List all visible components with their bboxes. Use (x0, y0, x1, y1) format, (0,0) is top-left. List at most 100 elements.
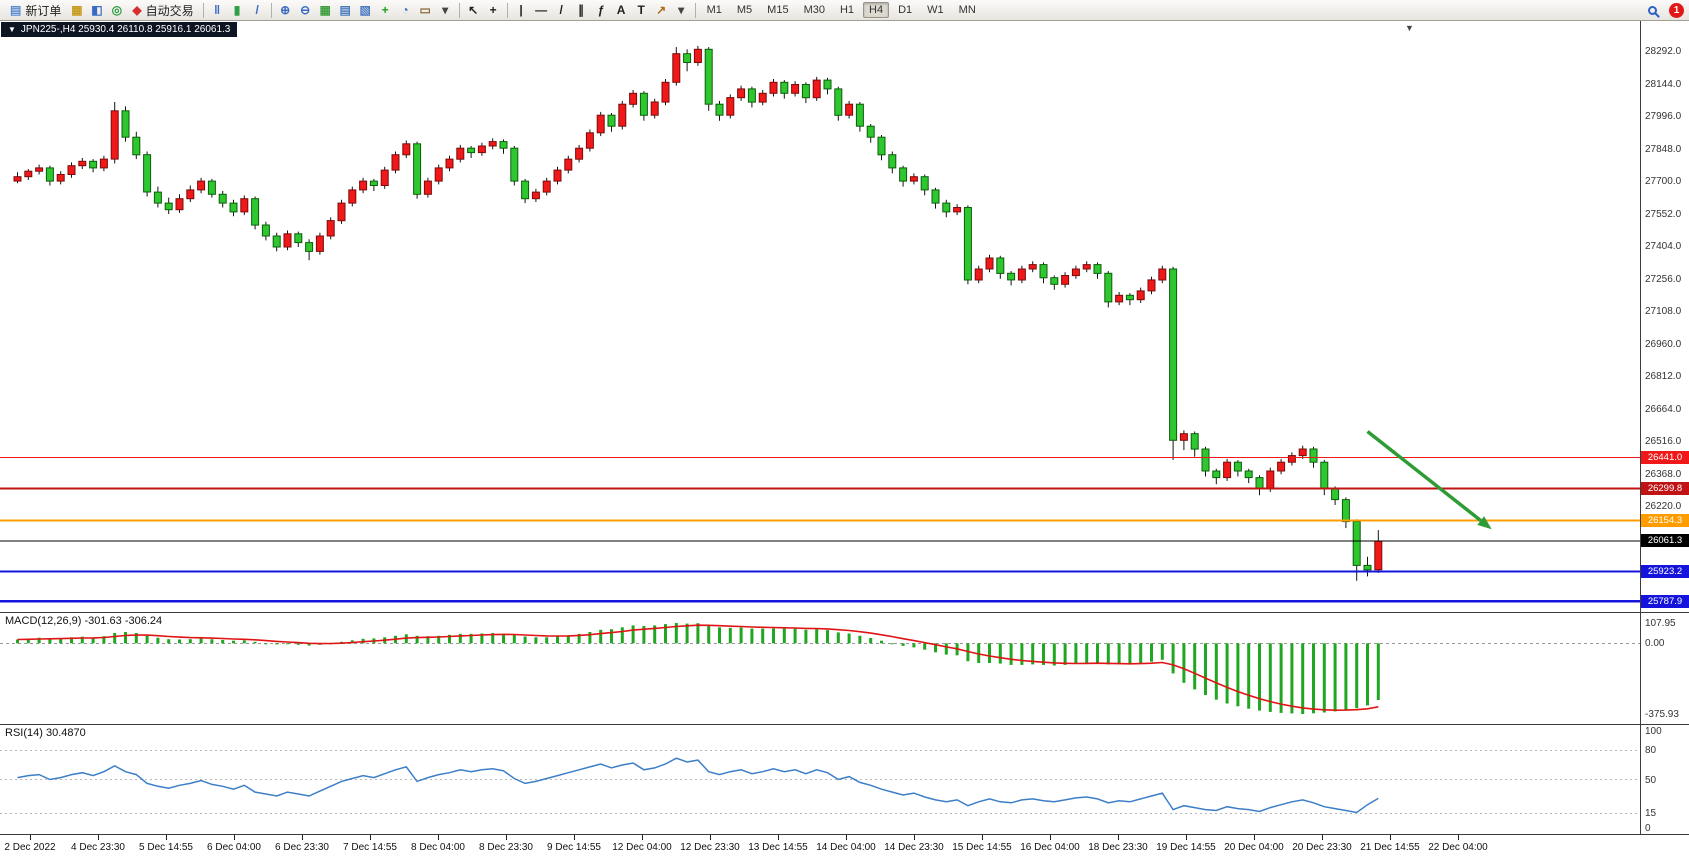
market-watch-icon[interactable]: ◧ (91, 3, 103, 17)
time-label: 9 Dec 14:55 (547, 842, 601, 853)
arrange-windows-icon[interactable]: ▤ (339, 3, 351, 17)
label-icon[interactable]: T (637, 3, 645, 17)
timeframe-m1[interactable]: M1 (706, 4, 722, 16)
horizontal-line-icon[interactable]: — (535, 3, 548, 17)
notifications-badge[interactable]: 1 (1669, 2, 1684, 18)
timeframe-h4[interactable]: H4 (863, 2, 890, 18)
timeframe-m30[interactable]: M30 (803, 4, 825, 16)
navigator-icon[interactable]: ◎ (111, 3, 123, 17)
auto-trading-button[interactable]: ◆ 自动交易 (127, 1, 198, 20)
cursor-icon[interactable]: ↖ (468, 3, 479, 17)
tile-windows-icon[interactable]: ▦ (319, 3, 331, 17)
timeframe-mn[interactable]: MN (958, 4, 976, 16)
chart-menu-icon[interactable]: ▼ (8, 25, 16, 34)
time-tick (778, 835, 779, 840)
time-tick (1186, 835, 1187, 840)
time-label: 12 Dec 04:00 (612, 842, 672, 853)
chart-shift-marker[interactable]: ▼ (1405, 23, 1414, 33)
price-chart-svg (0, 46, 1640, 603)
chart-line-icon[interactable]: / (255, 3, 259, 17)
timeframe-d1[interactable]: D1 (898, 4, 913, 16)
price-tick-label: 27700.0 (1645, 176, 1682, 187)
crosshair-icon[interactable]: + (489, 3, 497, 17)
timeframe-m15[interactable]: M15 (767, 4, 789, 16)
channel-icon[interactable]: ∥ (578, 3, 585, 17)
macd-svg (0, 623, 1640, 714)
macd-panel[interactable]: MACD(12,26,9) -301.63 -306.24 (0, 613, 1640, 724)
zoom-out-icon[interactable]: ⊖ (300, 3, 311, 17)
fibonacci-icon[interactable]: ƒ (597, 3, 605, 17)
time-tick (1118, 835, 1119, 840)
time-axis[interactable]: 2 Dec 2022 4 Dec 23:30 5 Dec 14:55 6 Dec 04… (0, 835, 1689, 859)
vertical-line-icon[interactable]: | (519, 3, 523, 17)
zoom-in-icon[interactable]: ⊕ (280, 3, 291, 17)
macd-scale[interactable]: 107.95 0.00 -375.93 (1640, 613, 1689, 724)
cascade-windows-icon[interactable]: ▧ (359, 3, 371, 17)
price-tick-label: 28144.0 (1645, 79, 1682, 90)
toolbar: ▤ 新订单 ▦ ◧ ◎ ◆ 自动交易 ‖ ▮ / ⊕ ⊖ ▦ ▤ ▧ + ◔ ▭ ▾ ↖ + | — / ∥ ƒ A T ↗ ▾ M1 M5 M… (0, 0, 1689, 21)
dropdown-icon[interactable]: ▾ (678, 3, 685, 17)
search-icon[interactable] (1643, 1, 1662, 20)
new-order-icon: ▤ (10, 3, 22, 17)
time-label: 6 Dec 23:30 (275, 842, 329, 853)
new-order-button[interactable]: ▤ 新订单 (5, 1, 66, 20)
time-label: 14 Dec 04:00 (816, 842, 876, 853)
price-tick-label: 26960.0 (1645, 339, 1682, 350)
rsi-scale[interactable]: 100 80 50 15 0 (1640, 725, 1689, 834)
timeframe-h1[interactable]: H1 (839, 4, 855, 16)
templates-icon[interactable]: ▭ (419, 3, 431, 17)
indicators-icon[interactable]: + (381, 3, 389, 17)
time-label: 20 Dec 04:00 (1224, 842, 1284, 853)
chart-bars-icon[interactable]: ‖ (214, 3, 221, 17)
price-tick-label: 26368.0 (1645, 469, 1682, 480)
macd-tick-label: -375.93 (1645, 709, 1679, 720)
time-tick (234, 835, 235, 840)
rsi-tick-label: 100 (1645, 726, 1662, 737)
timeframe-w1[interactable]: W1 (927, 4, 944, 16)
price-scale[interactable]: 28292.0 28144.0 27996.0 27848.0 27700.0 27552… (1640, 21, 1689, 612)
price-tick-label: 27848.0 (1645, 144, 1682, 155)
period-icon[interactable]: ◔ (401, 3, 409, 17)
time-label: 18 Dec 23:30 (1088, 842, 1148, 853)
macd-row: MACD(12,26,9) -301.63 -306.24 107.95 0.00… (0, 613, 1689, 724)
main-chart-row: ▼ JPN225-,H4 25930.4 26110.8 25916.1 260… (0, 21, 1689, 612)
toolbar-separator (694, 2, 696, 18)
toolbar-separator (458, 2, 460, 18)
price-tick-label: 27108.0 (1645, 306, 1682, 317)
price-tick-label: 26812.0 (1645, 371, 1682, 382)
price-level-label: 26441.0 (1641, 451, 1689, 464)
panel-splitter[interactable] (0, 834, 1689, 835)
text-icon[interactable]: A (616, 3, 626, 17)
price-tick-label: 27404.0 (1645, 241, 1682, 252)
arrows-tool-icon[interactable]: ↗ (656, 3, 667, 17)
time-tick (506, 835, 507, 840)
macd-tick-label: 107.95 (1645, 618, 1676, 629)
time-tick (370, 835, 371, 840)
time-tick (1322, 835, 1323, 840)
rsi-panel[interactable]: RSI(14) 30.4870 (0, 725, 1640, 834)
dropdown-icon[interactable]: ▾ (442, 3, 449, 17)
chart-candles-icon[interactable]: ▮ (233, 3, 241, 17)
rsi-tick-label: 15 (1645, 808, 1657, 819)
rsi-tick-label: 80 (1645, 745, 1657, 756)
time-tick (574, 835, 575, 840)
rsi-tick-label: 0 (1645, 823, 1651, 834)
time-tick (1458, 835, 1459, 840)
magnifier-glyph (1648, 5, 1657, 15)
time-label: 8 Dec 04:00 (411, 842, 465, 853)
panel-splitter[interactable] (0, 612, 1689, 613)
panel-splitter[interactable] (0, 724, 1689, 725)
charts-profile-icon[interactable]: ▦ (71, 3, 83, 17)
timeframe-m5[interactable]: M5 (736, 4, 753, 16)
time-tick (98, 835, 99, 840)
chart-title-bar[interactable]: ▼ JPN225-,H4 25930.4 26110.8 25916.1 260… (1, 22, 238, 37)
time-label: 7 Dec 14:55 (343, 842, 397, 853)
auto-trading-icon: ◆ (132, 3, 142, 17)
chart-title: JPN225-,H4 25930.4 26110.8 25916.1 26061… (20, 24, 231, 35)
price-chart[interactable]: ▼ JPN225-,H4 25930.4 26110.8 25916.1 260… (0, 21, 1640, 612)
toolbar-separator (506, 2, 508, 18)
trendline-icon[interactable]: / (559, 3, 563, 17)
price-tick-label: 27552.0 (1645, 209, 1682, 220)
macd-label: MACD(12,26,9) -301.63 -306.24 (5, 615, 163, 627)
rsi-svg (0, 749, 1640, 814)
